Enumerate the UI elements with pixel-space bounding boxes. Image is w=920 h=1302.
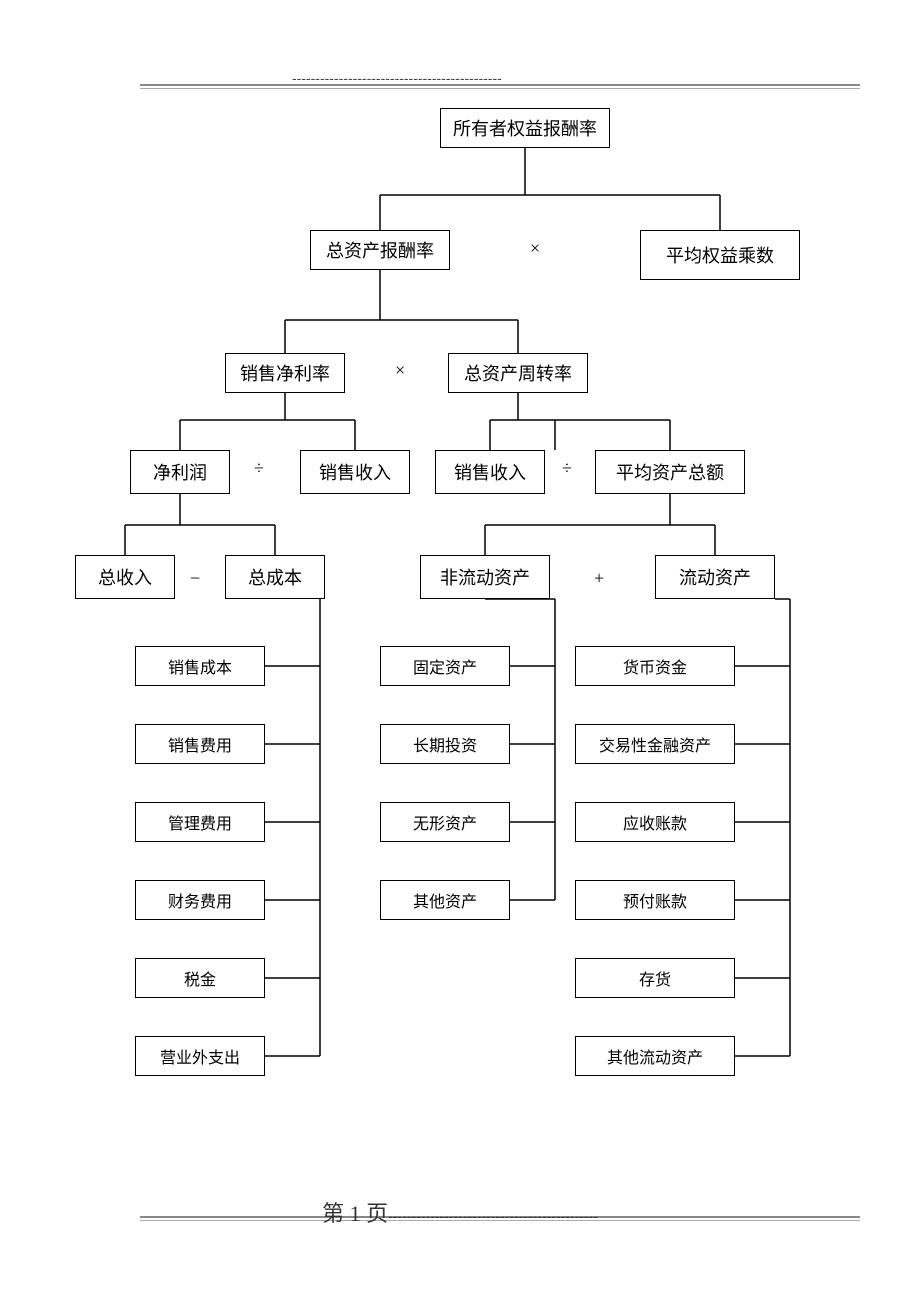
op-x2: × (395, 360, 405, 381)
footer-dashes: ----------------------------------------… (388, 1208, 598, 1224)
node-l2b: 总资产周转率 (448, 353, 588, 393)
node-cost2: 销售费用 (135, 724, 265, 764)
node-l4a: 总收入 (75, 555, 175, 599)
node-l2a: 销售净利率 (225, 353, 345, 393)
node-fl1: 货币资金 (575, 646, 735, 686)
node-cost3: 管理费用 (135, 802, 265, 842)
op-x1: × (530, 238, 540, 259)
node-fl6: 其他流动资产 (575, 1036, 735, 1076)
node-l4d: 流动资产 (655, 555, 775, 599)
node-cost5: 税金 (135, 958, 265, 998)
node-nf1: 固定资产 (380, 646, 510, 686)
node-l4b: 总成本 (225, 555, 325, 599)
op-d1: ÷ (254, 458, 264, 479)
node-l3c: 销售收入 (435, 450, 545, 494)
node-l3a: 净利润 (130, 450, 230, 494)
node-fl2: 交易性金融资产 (575, 724, 735, 764)
page-number: 第 1 页-----------------------------------… (0, 1196, 920, 1228)
node-l4c: 非流动资产 (420, 555, 550, 599)
node-nf3: 无形资产 (380, 802, 510, 842)
node-fl4: 预付账款 (575, 880, 735, 920)
op-m1: − (190, 568, 200, 589)
page-suffix: 页 (361, 1201, 389, 1226)
node-l1b: 平均权益乘数 (640, 230, 800, 280)
node-l3d: 平均资产总额 (595, 450, 745, 494)
node-nf2: 长期投资 (380, 724, 510, 764)
page-prefix: 第 (322, 1201, 350, 1226)
page: ----------------------------------------… (0, 0, 920, 1302)
node-root: 所有者权益报酬率 (440, 108, 610, 148)
node-cost6: 营业外支出 (135, 1036, 265, 1076)
op-d2: ÷ (562, 458, 572, 479)
page-num: 1 (350, 1201, 361, 1226)
node-fl5: 存货 (575, 958, 735, 998)
node-cost4: 财务费用 (135, 880, 265, 920)
node-l1a: 总资产报酬率 (310, 230, 450, 270)
node-fl3: 应收账款 (575, 802, 735, 842)
header-dashes: ----------------------------------------… (292, 70, 502, 86)
node-cost1: 销售成本 (135, 646, 265, 686)
node-nf4: 其他资产 (380, 880, 510, 920)
op-p1: + (594, 568, 604, 589)
node-l3b: 销售收入 (300, 450, 410, 494)
